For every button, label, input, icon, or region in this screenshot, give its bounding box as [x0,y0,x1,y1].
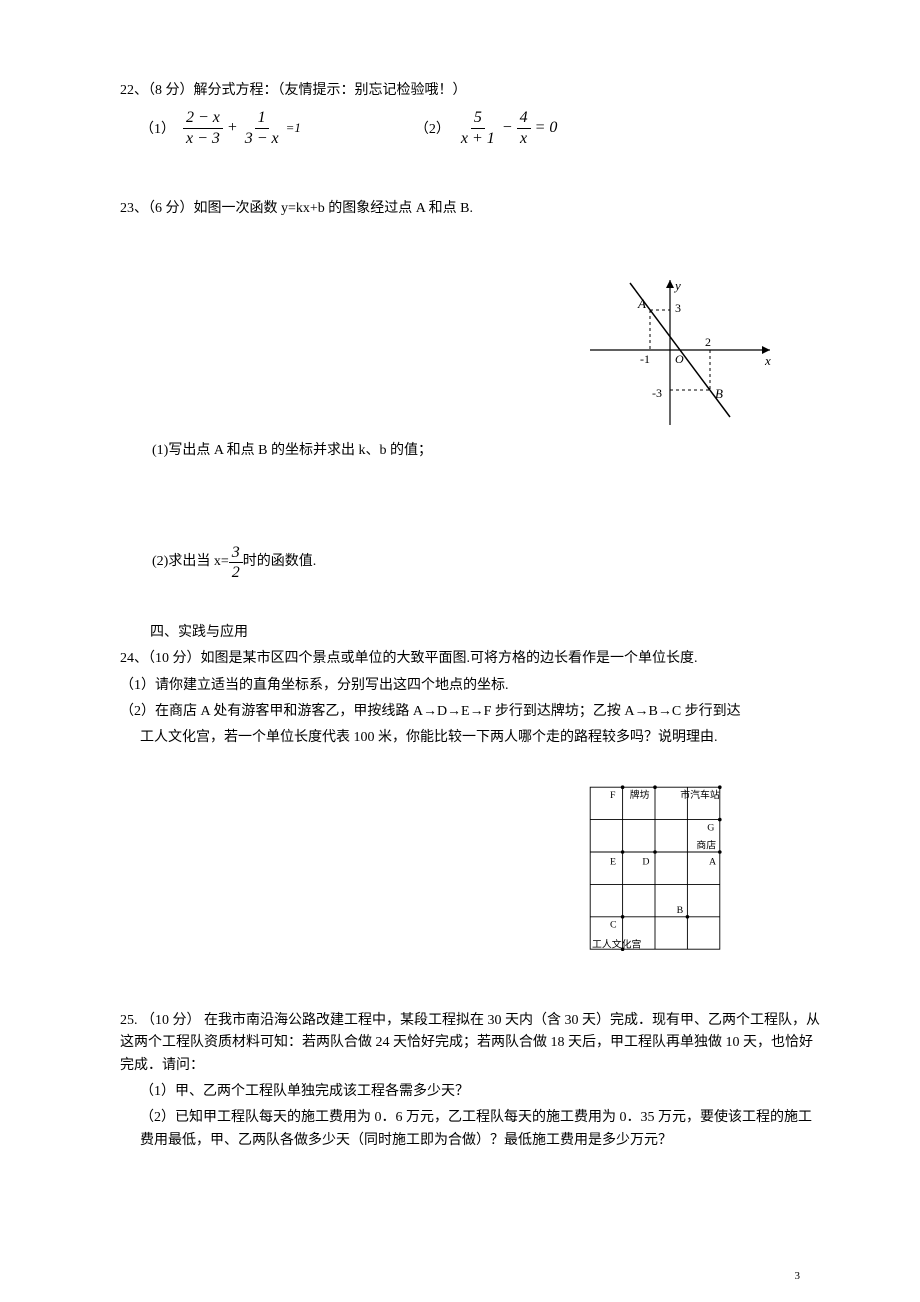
p24-q2b: 工人文化宫，若一个单位长度代表 100 米，你能比较一下两人哪个走的路程较多吗？… [120,727,820,749]
page-number: 3 [795,1270,801,1282]
frac1-den: x − 3 [183,129,223,148]
eq2-rhs: = 0 [531,119,562,137]
frac-4: 4 x [517,108,531,147]
p23-q1: (1)写出点 A 和点 B 的坐标并求出 k、b 的值； [120,440,820,462]
frac4-num: 4 [517,108,531,128]
frac4-den: x [517,129,530,148]
p25-header: 25. （10 分） 在我市南沿海公路改建工程中，某段工程拟在 30 天内（含 … [120,1010,820,1077]
ytick-3: 3 [675,301,681,315]
p24-q1: （1）请你建立适当的直角坐标系，分别写出这四个地点的坐标. [120,675,820,697]
point-a-label: A [637,296,646,311]
xtick-2: 2 [705,335,711,349]
p23-q2-num: 3 [229,543,243,563]
xtick-neg1: -1 [640,352,650,366]
op1: + [223,119,242,137]
p25-q1: （1）甲、乙两个工程队单独完成该工程各需多少天？ [120,1081,820,1103]
p24-header: 24、（10 分）如图是某市区四个景点或单位的大致平面图.可将方格的边长看作是一… [120,648,820,670]
op2: − [498,119,517,137]
eq2-label: （2） [415,118,458,138]
problem-25: 25. （10 分） 在我市南沿海公路改建工程中，某段工程拟在 30 天内（含 … [120,1010,820,1152]
p23-q2-den: 2 [229,563,243,582]
point-b-label: B [715,386,723,401]
eq1-rhs: =1 [282,120,305,136]
p23-q2: (2)求出当 x= 3 2 时的函数值. [120,543,820,582]
p24-q2a: （2）在商店 A 处有游客甲和游客乙，甲按线路 A→D→E→F 步行到达牌坊；乙… [120,701,820,723]
grid-label-c: C [610,920,617,931]
grid-label-b: B [677,905,684,916]
eq1-label: （1） [120,118,183,138]
frac-2: 1 3 − x [242,108,282,147]
problem-22: 22、（8 分）解分式方程：（友情提示：别忘记检验哦！） （1） 2 − x x… [120,80,820,148]
eq1: 2 − x x − 3 + 1 3 − x =1 [183,108,305,147]
grid-label-e: E [610,857,616,868]
x-axis-label: x [764,353,771,368]
p23-header: 23、（6 分）如图一次函数 y=kx+b 的图象经过点 A 和点 B. [120,198,820,220]
grid-label-station: 市汽车站 [680,788,720,801]
frac1-num: 2 − x [183,108,223,128]
p22-header: 22、（8 分）解分式方程：（友情提示：别忘记检验哦！） [120,80,820,102]
frac3-den: x + 1 [458,129,498,148]
frac-1: 2 − x x − 3 [183,108,223,147]
section-4-title: 四、实践与应用 [120,622,820,644]
ytick-neg3: -3 [652,386,662,400]
frac2-den: 3 − x [242,129,282,148]
frac2-num: 1 [255,108,269,128]
p22-equations: （1） 2 − x x − 3 + 1 3 − x =1 （2） 5 x + 1… [120,108,820,147]
problem-24: 24、（10 分）如图是某市区四个景点或单位的大致平面图.可将方格的边长看作是一… [120,648,820,750]
problem-23: 23、（6 分）如图一次函数 y=kx+b 的图象经过点 A 和点 B. y x… [120,198,820,582]
p23-q2-frac: 3 2 [229,543,243,582]
p23-q2-pre: (2)求出当 x= [152,551,229,573]
grid-label-shop: 商店 [696,838,716,851]
grid-label-palace: 工人文化宫 [592,937,642,950]
grid-label-a: A [709,857,717,868]
frac3-num: 5 [471,108,485,128]
p25-q2: （2）已知甲工程队每天的施工费用为 0．6 万元，乙工程队每天的施工费用为 0．… [120,1107,820,1152]
eq2: 5 x + 1 − 4 x = 0 [458,108,562,147]
grid-label-d: D [642,857,649,868]
y-axis-label: y [673,278,681,293]
grid-label-f: F [610,790,616,801]
frac-3: 5 x + 1 [458,108,498,147]
p24-grid: F 牌坊 市汽车站 G 商店 E D A B C 工人文化宫 [580,780,730,960]
grid-label-g: G [707,822,714,833]
grid-label-paifang: 牌坊 [630,788,650,801]
p23-q2-post: 时的函数值. [243,551,317,573]
p23-graph: y x O A B 3 -3 -1 2 [580,270,780,430]
